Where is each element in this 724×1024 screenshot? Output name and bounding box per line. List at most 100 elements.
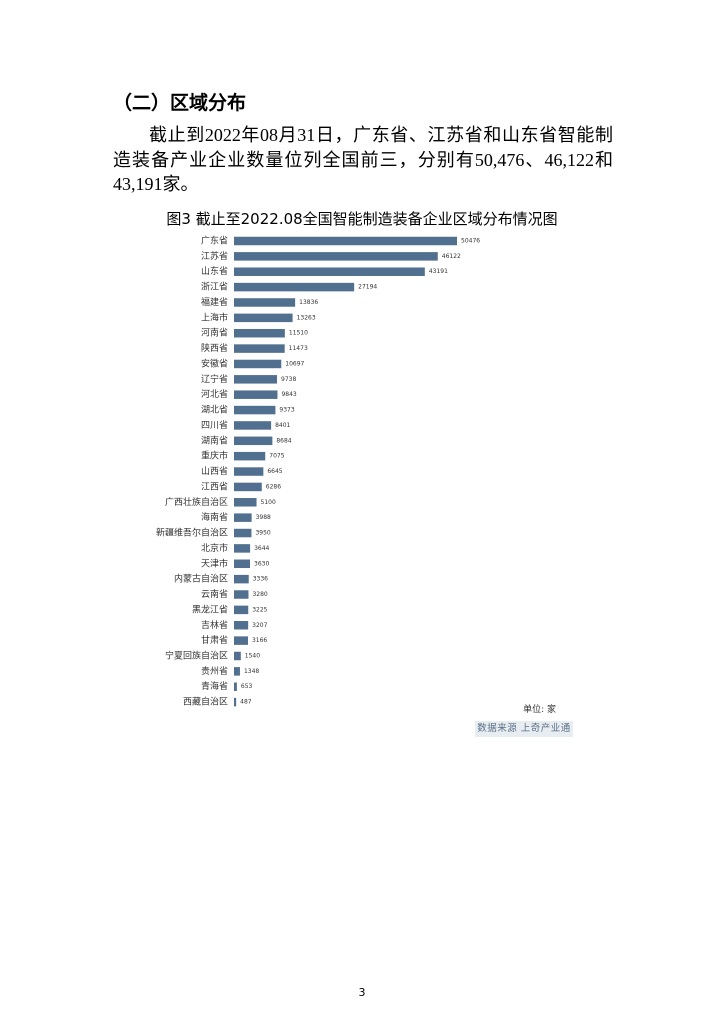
category-label: 湖北省 [201, 404, 228, 416]
value-label: 13263 [297, 314, 316, 321]
bar [234, 451, 266, 461]
category-label: 河北省 [201, 388, 228, 400]
value-label: 1348 [244, 668, 259, 675]
category-label: 内蒙古自治区 [174, 573, 228, 585]
bar [234, 498, 257, 507]
bar [234, 667, 240, 676]
value-label: 1540 [245, 652, 260, 659]
category-label: 江西省 [201, 480, 228, 492]
bar [234, 651, 241, 661]
category-label: 吉林省 [201, 619, 228, 631]
value-label: 3988 [256, 514, 271, 521]
value-label: 43191 [429, 268, 448, 275]
bar [234, 390, 278, 399]
unit-note: 单位: 家 [523, 705, 556, 715]
bar [234, 482, 262, 492]
value-label: 10697 [285, 360, 304, 367]
value-label: 13836 [299, 299, 318, 306]
category-label: 广西壮族自治区 [165, 496, 228, 508]
category-label: 安徽省 [201, 357, 228, 369]
value-label: 9843 [281, 391, 296, 398]
value-label: 11510 [289, 330, 308, 337]
category-label: 重庆市 [201, 450, 228, 462]
bar [234, 236, 457, 246]
chart: 广东省 50476 江苏省 46122 山东省 43191 浙江省 27194 福建省 13836… [156, 235, 480, 708]
bar [234, 328, 285, 338]
category-label: 贵州省 [201, 665, 228, 677]
source-note: 数据来源 上奇产业通 [475, 721, 573, 737]
value-label: 11473 [289, 345, 308, 352]
bar [234, 267, 425, 276]
value-label: 6645 [267, 468, 282, 475]
value-label: 8684 [276, 437, 291, 444]
section-heading: （二）区域分布 [113, 92, 247, 114]
category-label: 青海省 [201, 680, 228, 692]
value-label: 3950 [255, 530, 270, 537]
bar [234, 252, 438, 261]
value-label: 6286 [266, 483, 281, 490]
category-label: 天津市 [201, 557, 228, 569]
value-label: 3166 [252, 637, 267, 644]
bar [234, 375, 278, 384]
value-label: 8401 [275, 422, 290, 429]
category-label: 福建省 [201, 296, 228, 308]
category-label: 上海市 [201, 311, 228, 323]
value-label: 3280 [252, 591, 267, 598]
bar [234, 344, 285, 353]
category-label: 山东省 [201, 265, 228, 277]
bar [234, 313, 293, 323]
bar [234, 359, 282, 369]
bar [234, 467, 264, 476]
category-label: 甘肃省 [201, 634, 228, 646]
bar [234, 605, 249, 615]
bar [234, 421, 272, 430]
category-label: 宁夏回族自治区 [165, 649, 228, 661]
value-label: 653 [241, 683, 253, 690]
value-label: 46122 [442, 253, 461, 260]
category-label: 江苏省 [201, 250, 228, 262]
bar [234, 559, 251, 569]
bar [234, 405, 276, 415]
category-label: 四川省 [201, 419, 228, 431]
category-label: 北京市 [201, 542, 228, 554]
bar [234, 682, 237, 691]
value-label: 487 [240, 699, 252, 706]
bar [234, 436, 273, 446]
bar [234, 282, 355, 292]
bar [234, 544, 251, 553]
bar [234, 298, 296, 307]
category-label: 河南省 [201, 327, 228, 339]
category-label: 云南省 [201, 588, 228, 600]
category-label: 新疆维吾尔自治区 [156, 527, 228, 539]
bar [234, 697, 237, 707]
value-label: 3207 [252, 622, 267, 629]
value-label: 3644 [254, 545, 269, 552]
figure-caption: 图3 截止至2022.08全国智能制造装备企业区域分布情况图 [166, 210, 558, 228]
value-label: 5100 [261, 499, 276, 506]
bar [234, 574, 249, 584]
page-number: 3 [358, 986, 366, 999]
category-label: 广东省 [201, 235, 228, 247]
value-label: 7075 [269, 453, 284, 460]
value-label: 9373 [279, 407, 294, 414]
value-label: 27194 [358, 284, 377, 291]
value-label: 50476 [461, 238, 480, 245]
bar [234, 590, 249, 599]
category-label: 山西省 [201, 465, 228, 477]
bar [234, 636, 248, 645]
category-label: 辽宁省 [201, 373, 228, 385]
value-label: 9738 [281, 376, 296, 383]
value-label: 3630 [254, 560, 269, 567]
bar [234, 513, 252, 522]
category-label: 黑龙江省 [192, 603, 228, 615]
category-label: 湖南省 [201, 434, 228, 446]
category-label: 陕西省 [201, 342, 228, 354]
category-label: 西藏自治区 [183, 696, 228, 708]
bar [234, 528, 252, 538]
category-label: 浙江省 [201, 281, 228, 293]
category-label: 海南省 [201, 511, 228, 523]
paragraph: 截止到2022年08月31日，广东省、江苏省和山东省智能制造装备产业企业数量位列… [113, 125, 613, 194]
value-label: 3336 [253, 576, 268, 583]
bar [234, 621, 249, 630]
